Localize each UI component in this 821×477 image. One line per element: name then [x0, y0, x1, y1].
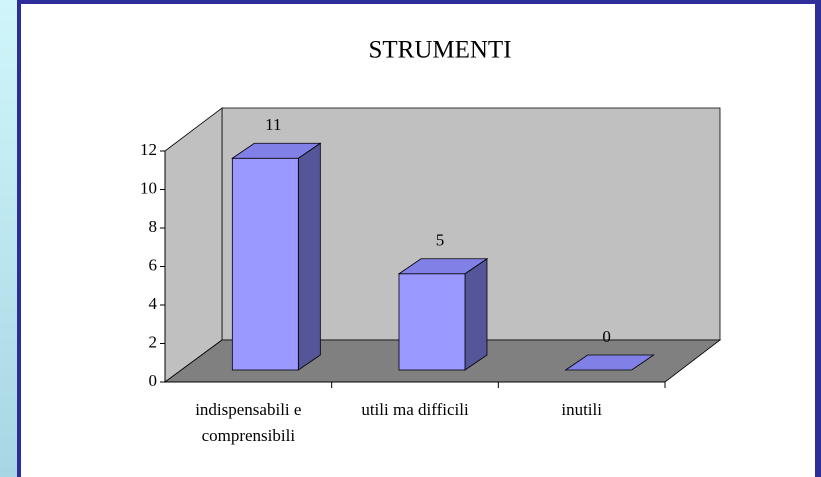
- bar-side: [464, 257, 488, 371]
- x-tick-label: indispensabili e comprensibili: [195, 400, 302, 445]
- value-label: 11: [265, 115, 281, 134]
- bar-side: [297, 142, 321, 371]
- y-tick-label: 0: [149, 371, 158, 390]
- frame-left: [17, 0, 21, 477]
- side-strip: [0, 0, 17, 477]
- y-tick-label: 4: [149, 294, 158, 313]
- bar-top: [564, 354, 655, 371]
- chart-title: STRUMENTI: [368, 37, 511, 64]
- bar-top: [397, 258, 489, 275]
- value-label: 0: [602, 327, 611, 346]
- y-tick-label: 10: [140, 178, 157, 197]
- y-tick-label: 6: [149, 255, 158, 274]
- x-tick-label: inutili: [561, 400, 602, 419]
- side-wall: [164, 107, 223, 383]
- frame-top: [17, 0, 821, 4]
- x-tick-label: utili ma difficili: [361, 400, 469, 419]
- bar-front: [231, 157, 299, 371]
- bar-top: [231, 142, 322, 159]
- y-tick-label: 2: [149, 332, 158, 351]
- frame-right: [815, 0, 821, 477]
- bar-front: [398, 273, 466, 371]
- value-label: 5: [436, 231, 445, 250]
- y-tick-label: 8: [149, 217, 158, 236]
- y-tick-label: 12: [140, 140, 157, 159]
